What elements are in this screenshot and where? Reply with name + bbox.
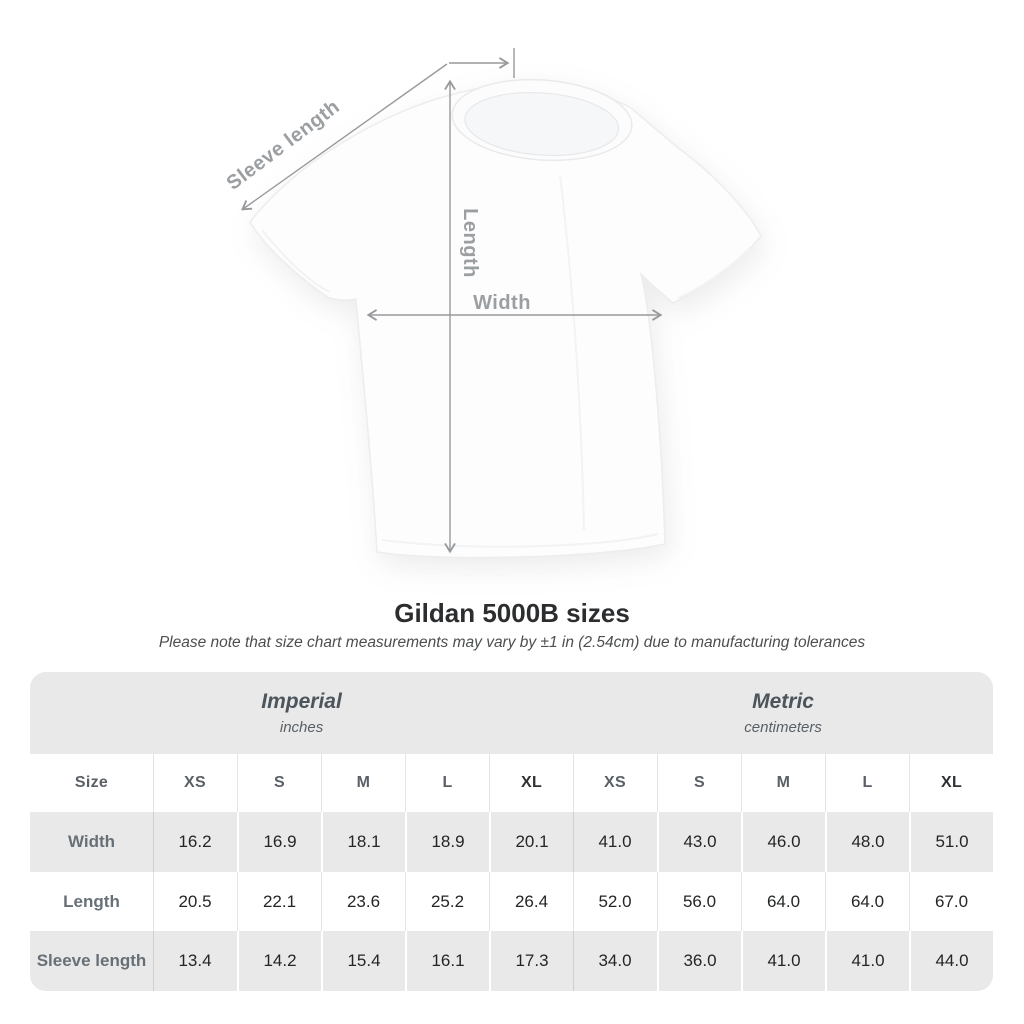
value-cell: 41.0	[741, 931, 825, 991]
dimension-arrows	[241, 48, 663, 554]
value-cell: 20.1	[489, 812, 573, 872]
table-row-width: Width 16.2 16.9 18.1 18.9 20.1 41.0 43.0…	[30, 812, 993, 872]
table-row-sleeve-length: Sleeve length 13.4 14.2 15.4 16.1 17.3 3…	[30, 931, 993, 991]
tshirt-illustration	[249, 78, 762, 559]
row-label: Sleeve length	[36, 951, 147, 970]
row-label: Width	[67, 832, 116, 851]
right-cuff-fold	[677, 247, 751, 299]
width-label: Width	[473, 292, 531, 314]
imperial-label: Imperial	[261, 690, 342, 713]
value-cell: 15.4	[321, 931, 405, 991]
metric-label: Metric	[752, 690, 814, 713]
value-cell: 23.6	[321, 872, 405, 931]
value-cell: 22.1	[237, 872, 321, 931]
column-header-metric-xs: XS	[604, 774, 626, 791]
value-cell: 18.9	[405, 812, 489, 872]
tshirt-measurement-diagram: Sleeve length Length Width	[223, 48, 762, 559]
unit-group-header: Imperial inches Metric centimeters	[30, 672, 993, 754]
value-cell: 51.0	[909, 812, 993, 872]
column-header-metric-m: M	[741, 754, 825, 812]
value-cell: 36.0	[657, 931, 741, 991]
value-cell: 18.1	[321, 812, 405, 872]
value-cell: 64.0	[825, 872, 909, 931]
imperial-unit: inches	[279, 719, 324, 736]
tolerance-note: Please note that size chart measurements…	[158, 634, 866, 651]
imperial-group-header: Imperial inches	[30, 672, 573, 754]
size-column-header: Size	[74, 774, 109, 791]
value-cell: 52.0	[598, 891, 632, 911]
column-header-metric-s: S	[657, 754, 741, 812]
collar	[451, 78, 633, 162]
value-cell: 25.2	[405, 872, 489, 931]
column-header-imperial-l: L	[405, 754, 489, 812]
length-label: Length	[459, 208, 481, 278]
column-header-imperial-m: M	[321, 754, 405, 812]
value-cell: 48.0	[825, 812, 909, 872]
page-title: Gildan 5000B sizes	[394, 598, 630, 628]
value-cell: 16.9	[237, 812, 321, 872]
column-header-metric-xl: XL	[909, 754, 993, 812]
value-cell: 44.0	[909, 931, 993, 991]
value-cell: 67.0	[909, 872, 993, 931]
hem-stitch	[381, 533, 659, 548]
value-cell: 64.0	[741, 872, 825, 931]
tshirt-body	[249, 84, 762, 559]
body-crease	[559, 174, 585, 531]
imperial-metric-divider	[573, 754, 574, 991]
column-header-imperial-xs: XS	[184, 774, 206, 791]
value-cell: 14.2	[237, 931, 321, 991]
sleeve-arrow-diagonal	[241, 63, 448, 211]
column-header-imperial-xl: XL	[489, 754, 573, 812]
value-cell: 26.4	[489, 872, 573, 931]
value-cell: 41.0	[598, 832, 632, 851]
column-header-imperial-s: S	[237, 754, 321, 812]
metric-group-header: Metric centimeters	[573, 672, 993, 754]
value-cell: 16.1	[405, 931, 489, 991]
value-cell: 46.0	[741, 812, 825, 872]
size-column-divider	[153, 754, 154, 991]
left-cuff-fold	[261, 229, 331, 293]
table-header-row: Size XS S M L XL XS S M L XL	[30, 754, 993, 812]
row-label: Length	[63, 891, 120, 911]
value-cell: 41.0	[825, 931, 909, 991]
value-cell: 43.0	[657, 812, 741, 872]
value-cell: 34.0	[598, 951, 632, 970]
value-cell: 56.0	[657, 872, 741, 931]
metric-unit: centimeters	[744, 719, 822, 736]
table-row-length: Length 20.5 22.1 23.6 25.2 26.4 52.0 56.…	[30, 872, 993, 931]
size-chart-table: Imperial inches Metric centimeters Size …	[30, 672, 993, 991]
value-cell: 13.4	[178, 951, 212, 970]
value-cell: 17.3	[489, 931, 573, 991]
value-cell: 16.2	[178, 832, 212, 851]
value-cell: 20.5	[178, 891, 212, 911]
column-header-metric-l: L	[825, 754, 909, 812]
